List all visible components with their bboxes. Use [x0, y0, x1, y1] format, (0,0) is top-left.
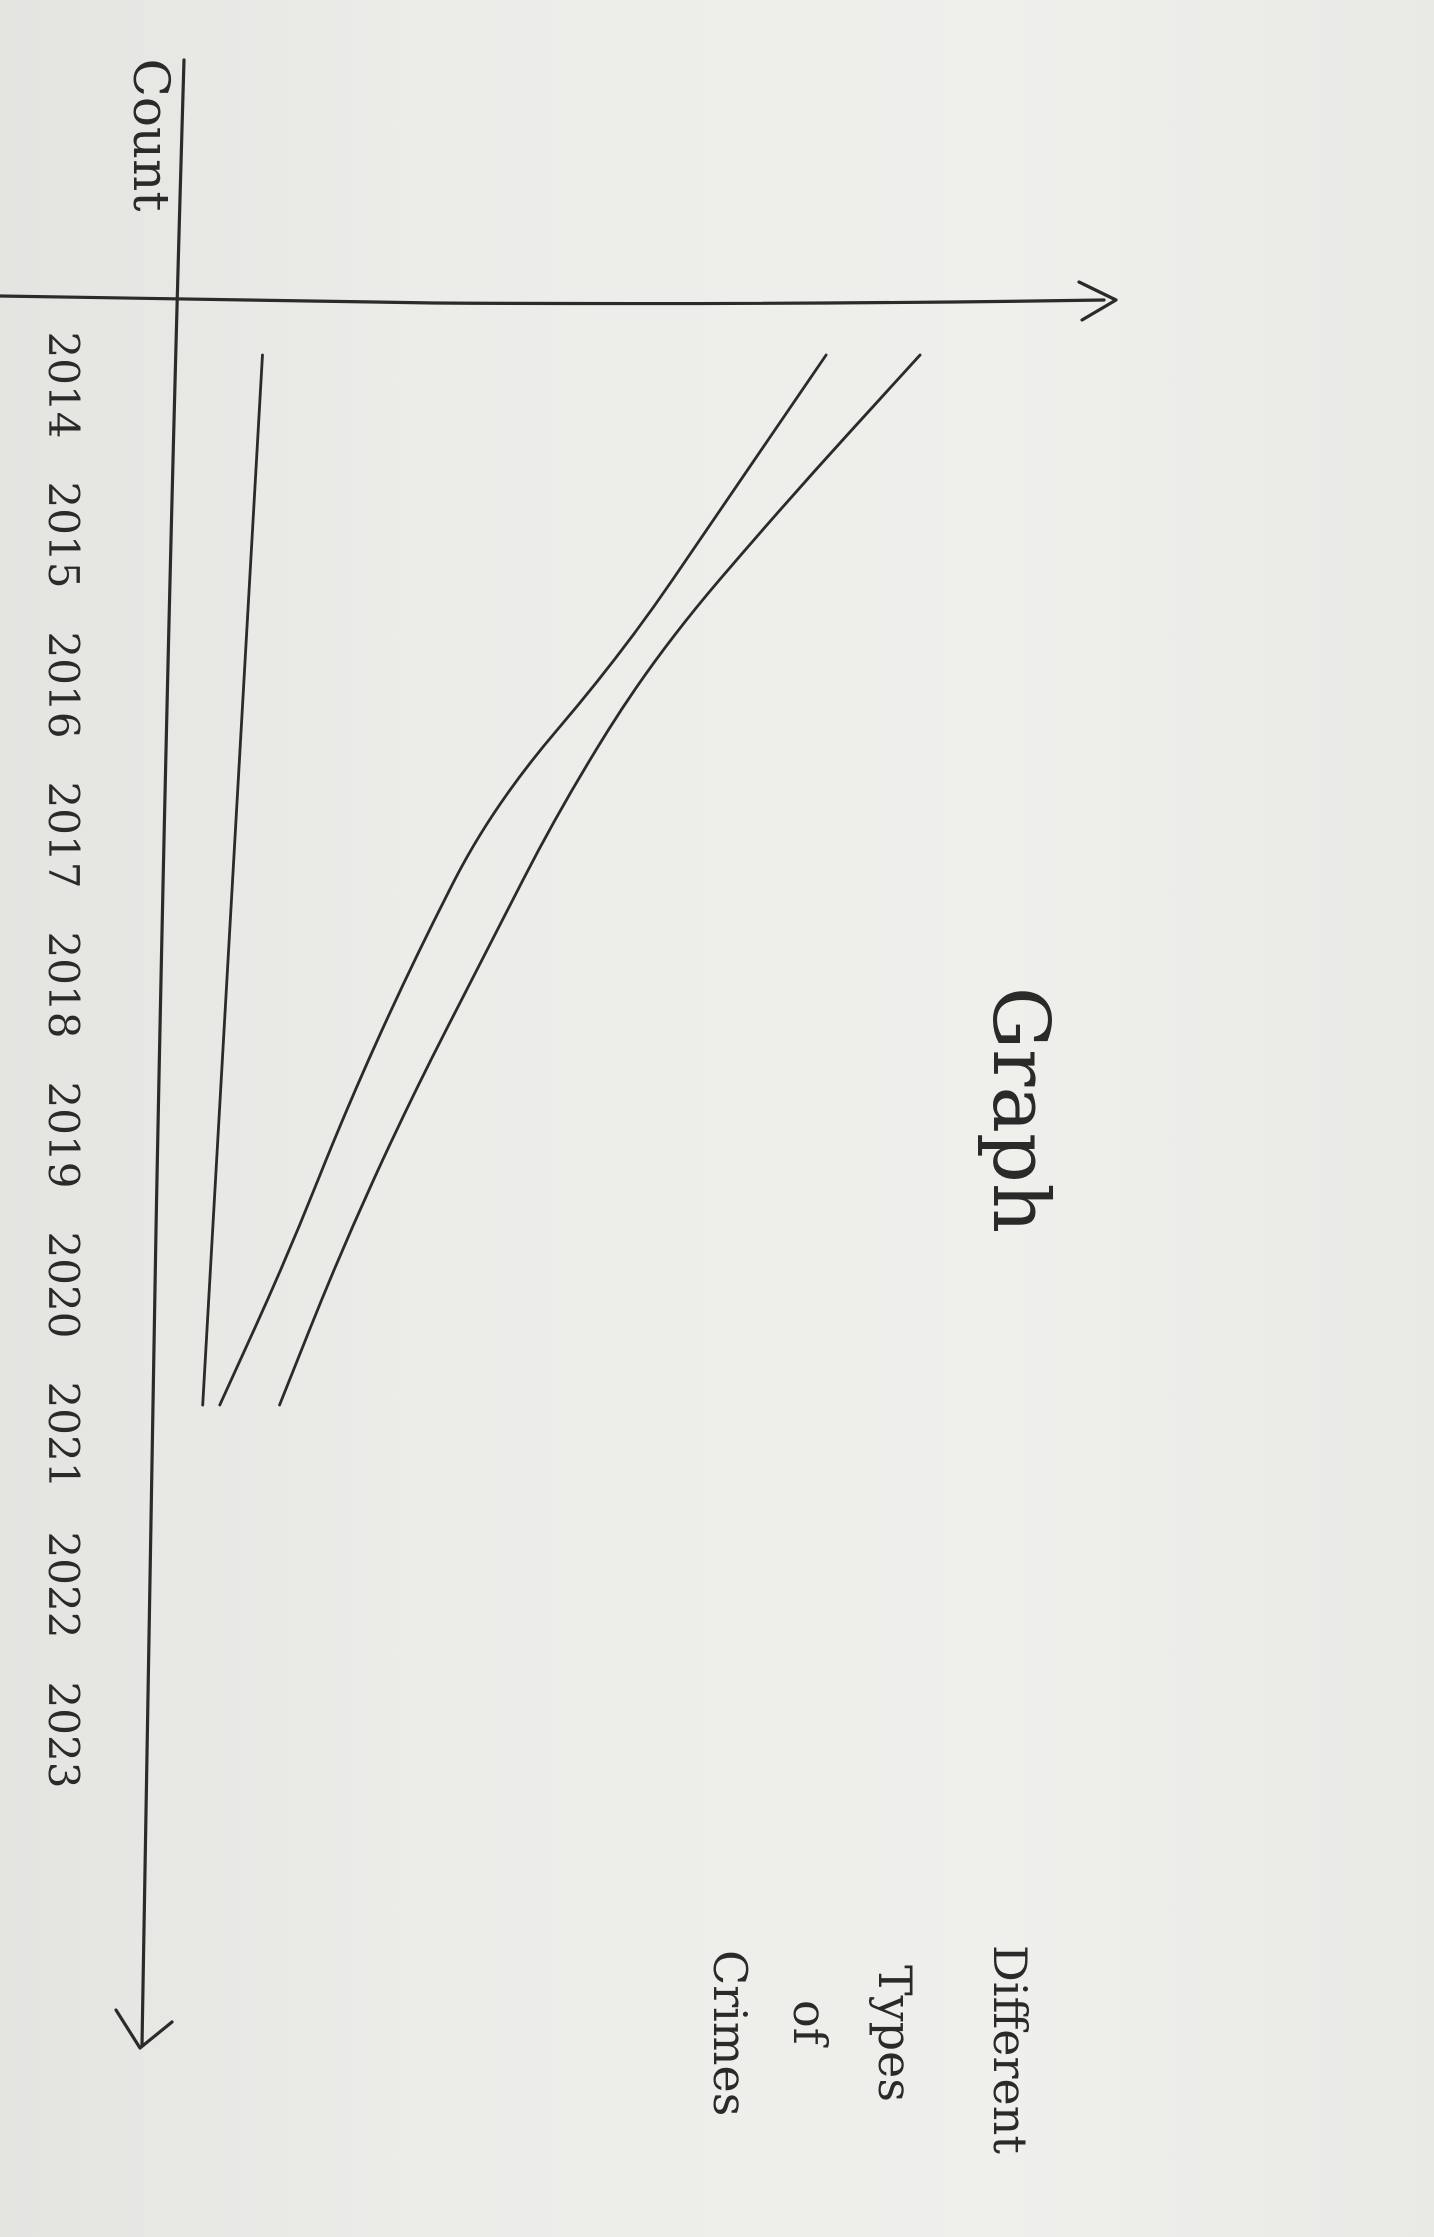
x-tick-label: 2016	[39, 632, 88, 739]
chart-title: Graph	[975, 987, 1065, 1233]
x-tick-label: 2014	[39, 332, 88, 439]
series-line-3	[201, 353, 264, 1407]
series-line-1	[278, 353, 922, 1407]
x-tick-label: 2020	[39, 1232, 88, 1339]
y-axis-label: Count	[122, 59, 180, 212]
y-axis-arrow	[1077, 280, 1118, 322]
x-tick-label: 2019	[39, 1082, 88, 1189]
x-tick-label: 2015	[39, 482, 88, 589]
x-tick-label: 2022	[39, 1532, 88, 1639]
axes	[0, 58, 1118, 2050]
x-axis	[140, 58, 186, 2047]
y-axis	[0, 294, 1106, 306]
legend-line: of	[783, 2000, 837, 2048]
legend-line: Different	[983, 1945, 1037, 2154]
x-tick-label: 2017	[39, 782, 88, 889]
x-tick-label: 2018	[39, 932, 88, 1039]
x-tick-labels: 2014 2015 2016 2017 2018 2019 2020 2021 2022 2023	[39, 332, 88, 1789]
legend-line: Crimes	[703, 1950, 757, 2116]
series-lines	[201, 353, 922, 1407]
legend-line: Types	[868, 1965, 922, 2102]
series-line-2	[218, 353, 828, 1407]
x-tick-label: 2021	[39, 1382, 88, 1489]
x-tick-label: 2023	[39, 1682, 88, 1789]
x-axis-arrow	[114, 2008, 174, 2050]
